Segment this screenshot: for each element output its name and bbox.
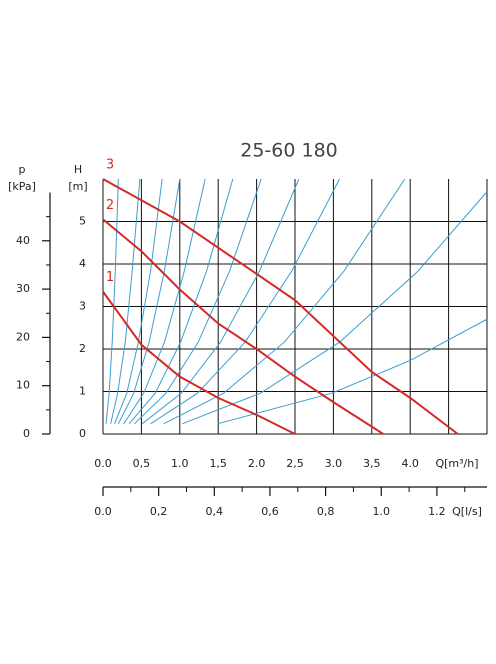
system-curve	[105, 178, 119, 424]
y2-axis-unit: [kPa]	[8, 180, 36, 193]
system-curve	[117, 178, 181, 425]
x2-tick-label: 0,2	[150, 505, 168, 518]
x2-tick-label: 0,4	[206, 505, 224, 518]
system-curve	[114, 178, 163, 424]
y-tick-label: 3	[79, 300, 86, 313]
system-curve	[110, 178, 141, 424]
x-axis-label: Q[m³/h]	[435, 457, 478, 470]
x-tick-label: 3,5	[363, 457, 381, 470]
system-curve	[123, 178, 206, 425]
system-curve	[128, 178, 234, 425]
y-tick-label: 5	[79, 215, 86, 228]
system-curve	[134, 178, 262, 425]
x-tick-label: 3.0	[325, 457, 343, 470]
x-tick-label: 2.0	[248, 457, 266, 470]
y2-tick-label: 30	[16, 282, 30, 295]
curve-label: 2	[106, 198, 114, 213]
x-tick-label: 1.0	[171, 457, 189, 470]
x-tick-label: 2,5	[286, 457, 304, 470]
y2-tick-label: 10	[16, 379, 30, 392]
x2-tick-label: 0,8	[317, 505, 335, 518]
x-tick-label: 0,5	[133, 457, 151, 470]
system-curve	[163, 178, 406, 425]
pump-curve	[102, 178, 459, 435]
x2-tick-label: 0,6	[261, 505, 279, 518]
system-curve	[141, 178, 300, 425]
x2-tick-label: 1.2	[428, 505, 446, 518]
y2-axis-label: p	[19, 163, 26, 176]
curve-label: 3	[106, 158, 114, 173]
y-tick-label: 1	[79, 385, 86, 398]
y-tick-label: 4	[79, 257, 86, 270]
x2-axis-label: Q[l/s]	[452, 505, 482, 518]
y2-tick-label: 0	[23, 427, 30, 440]
x-tick-label: 4.0	[401, 457, 419, 470]
pump-curve	[102, 218, 384, 435]
curve-label: 1	[106, 270, 114, 285]
x2-tick-label: 1.0	[373, 505, 391, 518]
x-tick-label: 1,5	[209, 457, 227, 470]
y2-tick-label: 20	[16, 330, 30, 343]
y-tick-label: 0	[79, 427, 86, 440]
x-tick-label: 0.0	[94, 457, 112, 470]
y-tick-label: 2	[79, 342, 86, 355]
y2-tick-label: 40	[16, 234, 30, 247]
chart-title: 25-60 180	[240, 140, 338, 162]
x2-tick-label: 0.0	[94, 505, 112, 518]
y-axis-unit: [m]	[68, 180, 87, 193]
system-curve	[217, 318, 488, 425]
pump-curve	[102, 291, 296, 435]
y-axis-label: H	[74, 163, 82, 176]
